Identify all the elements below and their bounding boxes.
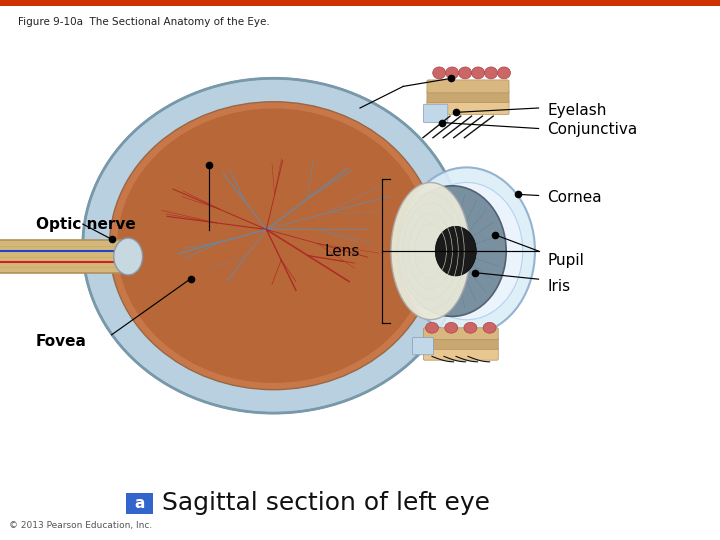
FancyBboxPatch shape [423, 104, 448, 123]
Ellipse shape [485, 67, 498, 79]
Text: Optic nerve: Optic nerve [36, 217, 136, 232]
Ellipse shape [446, 67, 459, 79]
FancyBboxPatch shape [427, 80, 509, 93]
Text: Lens: Lens [325, 244, 360, 259]
Text: Eyelash: Eyelash [547, 103, 606, 118]
Ellipse shape [445, 322, 458, 333]
Text: Pupil: Pupil [547, 253, 584, 268]
FancyBboxPatch shape [423, 338, 498, 349]
FancyBboxPatch shape [126, 493, 153, 514]
FancyBboxPatch shape [427, 91, 509, 103]
Ellipse shape [464, 322, 477, 333]
Ellipse shape [435, 226, 477, 276]
Ellipse shape [483, 322, 496, 333]
Text: Cornea: Cornea [547, 190, 602, 205]
Text: Fovea: Fovea [36, 334, 87, 349]
FancyBboxPatch shape [413, 338, 433, 355]
Text: Iris: Iris [547, 279, 570, 294]
Ellipse shape [398, 186, 506, 316]
FancyBboxPatch shape [423, 328, 498, 340]
Ellipse shape [459, 67, 472, 79]
Bar [0, 240, 121, 273]
Text: Conjunctiva: Conjunctiva [547, 122, 637, 137]
Text: Figure 9-10a  The Sectional Anatomy of the Eye.: Figure 9-10a The Sectional Anatomy of th… [18, 17, 270, 28]
Ellipse shape [391, 183, 470, 320]
Ellipse shape [433, 67, 446, 79]
Text: © 2013 Pearson Education, Inc.: © 2013 Pearson Education, Inc. [9, 521, 152, 530]
Ellipse shape [410, 183, 523, 320]
Ellipse shape [83, 78, 464, 413]
Bar [0, 0, 720, 6]
Ellipse shape [109, 102, 438, 390]
Ellipse shape [498, 67, 510, 79]
Text: Sagittal section of left eye: Sagittal section of left eye [162, 491, 490, 515]
Ellipse shape [426, 322, 438, 333]
Ellipse shape [114, 238, 143, 275]
Ellipse shape [472, 67, 485, 79]
FancyBboxPatch shape [427, 100, 509, 114]
Ellipse shape [398, 167, 535, 335]
Text: a: a [135, 496, 145, 511]
FancyBboxPatch shape [423, 347, 498, 360]
Ellipse shape [117, 109, 430, 383]
